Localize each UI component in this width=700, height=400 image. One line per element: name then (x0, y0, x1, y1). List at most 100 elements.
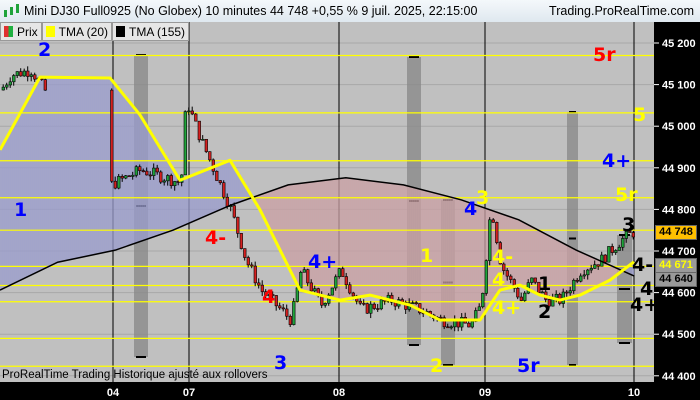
tma-fill (626, 267, 629, 273)
candle-body (127, 175, 131, 178)
candle-body (12, 75, 16, 83)
tma-fill (220, 164, 223, 210)
tma-fill (534, 227, 537, 293)
legend-label: TMA (20) (58, 24, 109, 39)
tma-fill (84, 77, 87, 257)
candle-body (477, 306, 481, 311)
tma-fill (460, 199, 463, 321)
candle-body (565, 291, 569, 294)
tma-fill (68, 77, 71, 261)
tma-fill (582, 252, 585, 295)
candle-body (593, 264, 597, 269)
tma-fill (352, 178, 355, 299)
candle-body (260, 284, 264, 292)
wave-label: 1 (14, 199, 27, 221)
candle-body (516, 287, 520, 298)
candle-body (152, 167, 156, 176)
tma-fill (560, 241, 563, 301)
tma-fill (530, 225, 533, 291)
tma-fill (426, 190, 429, 314)
candle-body (162, 180, 166, 183)
tma-fill (94, 77, 97, 255)
tma-fill (558, 240, 561, 300)
tma-fill (146, 124, 149, 240)
tma-fill (134, 107, 137, 244)
tma-fill (350, 178, 353, 299)
tma-fill (368, 180, 371, 296)
candle-body (334, 276, 338, 289)
wave-label: 5r (593, 44, 616, 66)
candle-body (197, 120, 201, 141)
x-tick-label: 04 (107, 387, 120, 399)
candle-body (29, 74, 33, 77)
tma-fill (44, 77, 47, 269)
tma-fill (632, 263, 635, 276)
legend-tma20[interactable]: TMA (20) (41, 22, 113, 41)
tma-fill (492, 210, 495, 303)
tma-fill (82, 77, 85, 258)
tma-fill (80, 77, 83, 258)
tma-fill (160, 147, 163, 235)
tma-fill (536, 228, 539, 294)
tma-fill (102, 77, 105, 253)
candle-body (134, 166, 138, 176)
candle-body (467, 322, 471, 328)
tma-fill (576, 249, 579, 297)
candle-body (491, 219, 495, 223)
tma-fill (188, 177, 191, 224)
tma-fill (432, 192, 435, 317)
tma-fill (196, 173, 199, 221)
candle-body (190, 110, 194, 115)
candle-body (215, 170, 219, 181)
candle-body (110, 89, 114, 182)
tma-fill (402, 184, 405, 304)
candle-body (187, 110, 191, 113)
wave-label: 4 (262, 286, 275, 308)
tma-fill (52, 77, 55, 265)
site-link[interactable]: Trading.ProRealTime.com (549, 4, 694, 18)
tma-fill (342, 178, 345, 300)
candle-body (19, 71, 23, 77)
tma-fill (384, 182, 387, 299)
tma-fill (256, 196, 259, 204)
tma-fill (148, 128, 151, 239)
tma-fill (450, 196, 453, 321)
candle-body (554, 293, 558, 298)
candle-body (603, 254, 607, 263)
candle-body (628, 231, 632, 233)
candle-body (173, 181, 177, 187)
candle-body (138, 166, 142, 171)
tma-fill (332, 179, 335, 299)
tma-fill (374, 181, 377, 297)
candle-body (586, 269, 590, 276)
tma-fill (314, 181, 317, 294)
tma-fill (50, 77, 53, 266)
tma-fill (346, 177, 349, 300)
tma-fill (300, 183, 303, 291)
tma-fill (540, 231, 543, 296)
legend-prix[interactable]: Prix (0, 22, 42, 41)
tma-fill (508, 216, 511, 289)
legend-tma155[interactable]: TMA (155) (112, 22, 190, 41)
tma-fill (404, 184, 407, 304)
tma-fill (12, 128, 15, 285)
candle-body (372, 303, 376, 309)
tma-fill (6, 138, 9, 288)
tma-fill (494, 211, 497, 300)
tma-fill (584, 253, 587, 294)
tma-fill (302, 183, 305, 291)
tma-fill (382, 182, 385, 299)
tma155-line (0, 177, 635, 291)
candle-body (33, 74, 37, 80)
tma-fill (56, 77, 59, 264)
candle-body (264, 291, 268, 296)
tma-fill (598, 259, 601, 287)
chart-header: Mini DJ30 Full0925 (No Globex) 10 minute… (0, 0, 700, 23)
tma-fill (546, 234, 549, 297)
candle-body (299, 271, 303, 289)
tma-fill (606, 263, 609, 283)
tma-fill (200, 172, 203, 219)
tma-fill (578, 250, 581, 296)
tma-fill (172, 167, 175, 231)
